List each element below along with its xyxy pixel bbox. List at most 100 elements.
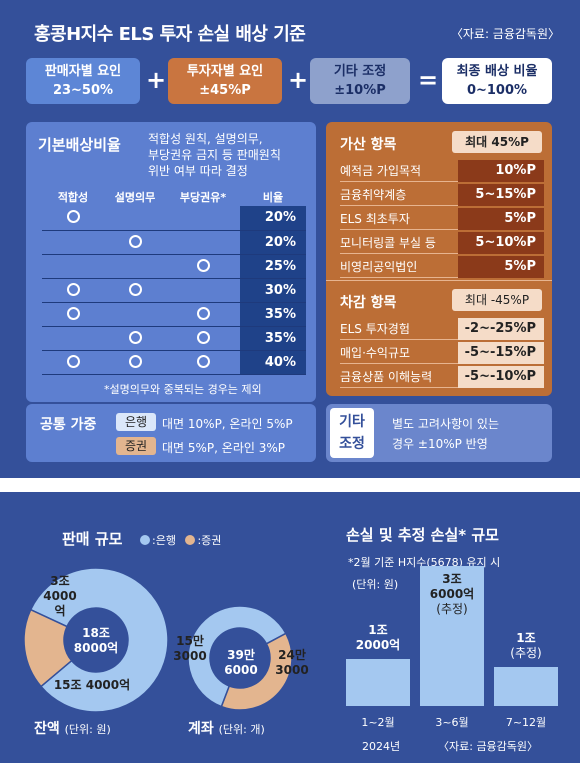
table-cell <box>104 230 166 255</box>
common-weight-panel <box>26 404 316 462</box>
accounts-bank-label: 24만 3000 <box>275 648 309 677</box>
seller-factor-box: 판매자별 요인 23~50% <box>26 58 140 104</box>
accounts-slice-1 <box>220 632 293 711</box>
table-cell <box>42 302 104 327</box>
list-item: 모니터링콜 부실 등 5~10%P <box>340 232 544 254</box>
list-item: ELS 투자경험 -2~-25%P <box>340 318 544 340</box>
item-value: 5~10%P <box>458 232 544 254</box>
basic-rate-description: 적합성 원칙, 설명의무, 부당권유 금지 등 판매원칙 위반 여부 따라 결정 <box>148 132 281 178</box>
loss-note: *2월 기준 H지수(5678) 유지 시 <box>348 556 501 569</box>
securities-legend-swatch <box>185 535 196 545</box>
table-cell <box>166 254 240 279</box>
final-rate-box: 최종 배상 비율 0~100% <box>442 58 552 104</box>
list-item: 비영리공익법인 5%P <box>340 256 544 278</box>
basic-footnote: *설명의무와 중복되는 경우는 제외 <box>104 383 262 396</box>
common-weight-title: 공통 가중 <box>40 417 97 433</box>
item-value: 5%P <box>458 208 544 230</box>
rate-cell: 20% <box>240 206 306 231</box>
plus-sign: + <box>146 66 167 94</box>
table-row: 35% <box>42 302 306 327</box>
balance-bank-label: 15조 4000억 <box>53 678 131 692</box>
circle-mark-icon <box>128 330 142 344</box>
table-cell <box>42 206 104 231</box>
table-cell <box>166 230 240 255</box>
loss-bar <box>494 667 558 706</box>
year-label: 2024년 <box>362 740 401 753</box>
rate-cell: 35% <box>240 302 306 327</box>
table-cell <box>166 278 240 303</box>
table-row: 20% <box>42 206 306 231</box>
item-value: -5~-10%P <box>458 366 544 388</box>
loss-source: 〈자료: 금융감독원〉 <box>438 740 539 753</box>
circle-mark-icon <box>128 354 142 368</box>
bank-weight-text: 대면 10%P, 온라인 5%P <box>162 417 293 431</box>
circle-mark-icon <box>196 354 210 368</box>
list-item: ELS 최초투자 5%P <box>340 208 544 230</box>
balance-caption: 잔액 (단위: 원) <box>34 721 111 737</box>
table-cell <box>104 302 166 327</box>
equals-sign: = <box>418 66 439 94</box>
sales-donut-charts <box>23 567 293 713</box>
item-label: 금융취약계층 <box>340 188 407 202</box>
circle-mark-icon <box>196 330 210 344</box>
table-row: 30% <box>42 278 306 303</box>
item-label: ELS 투자경험 <box>340 322 410 336</box>
rate-cell: 25% <box>240 254 306 279</box>
circle-mark-icon <box>66 210 80 224</box>
table-cell <box>42 254 104 279</box>
sales-title: 판매 규모 <box>62 530 123 548</box>
table-cell <box>104 350 166 375</box>
accounts-securities-label: 15만 3000 <box>173 634 207 663</box>
table-cell <box>104 254 166 279</box>
compensation-criteria-panel: 홍콩H지수 ELS 투자 손실 배상 기준 〈자료: 금융감독원〉 판매자별 요… <box>0 0 580 478</box>
table-cell <box>166 326 240 351</box>
column-header: 부당권유* <box>179 191 227 204</box>
circle-mark-icon <box>128 282 142 296</box>
item-label: ELS 최초투자 <box>340 212 410 226</box>
other-adjust-box: 기타 조정 ±10%P <box>310 58 410 104</box>
item-value: -5~-15%P <box>458 342 544 364</box>
rate-cell: 40% <box>240 350 306 375</box>
source-note: 〈자료: 금융감독원〉 <box>450 27 560 41</box>
divider <box>326 280 552 281</box>
page-title: 홍콩H지수 ELS 투자 손실 배상 기준 <box>34 24 306 45</box>
list-item: 금융취약계층 5~15%P <box>340 184 544 206</box>
item-label: 매입·수익규모 <box>340 346 411 360</box>
bank-legend-swatch <box>140 535 150 545</box>
table-cell <box>42 230 104 255</box>
item-value: -2~-25%P <box>458 318 544 340</box>
column-header: 설명의무 <box>114 191 156 204</box>
table-cell <box>42 278 104 303</box>
balance-slice-1 <box>23 608 73 688</box>
table-row: 25% <box>42 254 306 279</box>
accounts-slice-0 <box>187 605 287 708</box>
column-header: 적합성 <box>57 191 89 204</box>
balance-securities-label: 3조 4000억 <box>43 574 77 618</box>
balance-total-label: 18조 8000억 <box>73 626 119 655</box>
item-value: 5~15%P <box>458 184 544 206</box>
circle-mark-icon <box>128 234 142 248</box>
accounts-caption: 계좌 (단위: 개) <box>188 721 265 737</box>
circle-mark-icon <box>196 258 210 272</box>
securities-weight-text: 대면 5%P, 온라인 3%P <box>162 441 286 455</box>
list-item: 금융상품 이해능력 -5~-10%P <box>340 366 544 388</box>
table-cell <box>104 326 166 351</box>
bank-tag: 은행 <box>116 413 156 431</box>
loss-bar <box>346 659 410 706</box>
column-header: 비율 <box>262 191 284 204</box>
circle-mark-icon <box>66 354 80 368</box>
item-value: 5%P <box>458 256 544 278</box>
subtract-items-title: 차감 항목 <box>340 295 397 311</box>
rate-cell: 35% <box>240 326 306 351</box>
investor-factor-box: 투자자별 요인 ±45%P <box>168 58 282 104</box>
other-adjust-label: 기타 조정 <box>330 408 374 458</box>
item-label: 비영리공익법인 <box>340 260 418 274</box>
basic-rate-title: 기본배상비율 <box>38 136 121 154</box>
securities-tag: 증권 <box>116 437 156 455</box>
balance-slice-0 <box>29 567 169 713</box>
add-cap-badge: 최대 45%P <box>452 131 542 153</box>
table-row: 20% <box>42 230 306 255</box>
subtract-cap-badge: 최대 -45%P <box>452 289 542 311</box>
table-cell <box>166 206 240 231</box>
category-label: 3~6월 <box>435 716 469 729</box>
